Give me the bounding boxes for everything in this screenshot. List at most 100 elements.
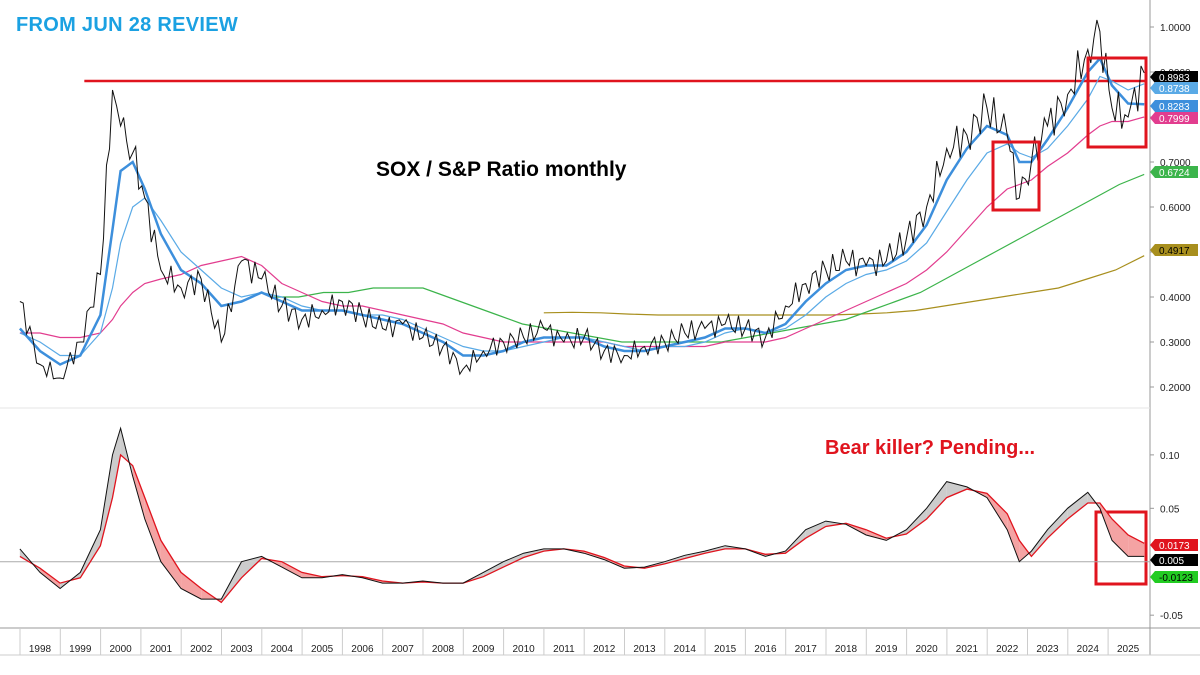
osc-y-tick-label: 0.10 (1160, 451, 1180, 462)
x-tick-label: 2003 (230, 644, 253, 655)
osc-fill-segment (144, 497, 161, 562)
osc-fill-segment (805, 521, 826, 539)
badge-value: 0.6724 (1159, 168, 1190, 179)
value-badge: 0.6724 (1150, 166, 1198, 179)
badge-value: 0.8983 (1159, 73, 1190, 84)
series-oscillator (19, 426, 1145, 600)
x-tick-label: 2010 (512, 644, 535, 655)
x-tick-label: 2009 (472, 644, 495, 655)
osc-fill-segment (261, 556, 282, 568)
osc-fill-segment (281, 561, 302, 578)
x-tick-label: 2024 (1077, 644, 1100, 655)
x-tick-label: 1999 (69, 644, 92, 655)
x-tick-label: 2012 (593, 644, 616, 655)
osc-fill-segment (100, 454, 113, 546)
highlight-box-2022 (991, 140, 1041, 212)
series-ma-olive (543, 255, 1145, 316)
series-ma-green (273, 173, 1145, 343)
osc-value-badge: -0.0123 (1150, 571, 1198, 584)
x-tick-label: 2023 (1036, 644, 1059, 655)
osc-fill-segment (906, 508, 927, 534)
value-badge: 0.8983 (1150, 71, 1198, 84)
x-tick-label: 2006 (351, 644, 374, 655)
osc-fill-segment (1019, 540, 1032, 562)
osc-fill-segment (132, 465, 145, 519)
osc-fill-segment (926, 481, 947, 519)
series-ratio (19, 19, 1145, 380)
highlight-box-2024 (1086, 56, 1148, 149)
x-tick-label: 2007 (392, 644, 415, 655)
series-ma-mid (19, 75, 1145, 357)
osc-fill-segment (181, 572, 202, 600)
x-tick-label: 2008 (432, 644, 455, 655)
x-tick-label: 2005 (311, 644, 334, 655)
y-tick-label: 0.3000 (1160, 338, 1191, 349)
x-tick-label: 2019 (875, 644, 898, 655)
x-tick-label: 2020 (915, 644, 938, 655)
y-tick-label: 0.6000 (1160, 203, 1191, 214)
chart-title: SOX / S&P Ratio monthly (376, 158, 627, 181)
lower-panel (0, 426, 1150, 604)
osc-fill-segment (40, 568, 61, 589)
osc-fill-segment (80, 529, 101, 578)
osc-y-tick-label: 0.05 (1160, 504, 1180, 515)
osc-value-badge: 0.005 (1150, 554, 1198, 567)
y-tick-label: 1.0000 (1160, 23, 1191, 34)
osc-fill-segment (503, 553, 524, 568)
badge-shape (1150, 112, 1198, 124)
x-tick-label: 2004 (271, 644, 294, 655)
osc-fill-segment (704, 545, 726, 554)
badge-shape (1150, 539, 1198, 551)
osc-fill-segment (664, 555, 685, 564)
badge-shape (1150, 554, 1198, 566)
badge-value: 0.005 (1159, 556, 1184, 567)
series-signal (19, 453, 1145, 604)
osc-y-tick-label: -0.05 (1160, 611, 1183, 622)
badge-value: 0.4917 (1159, 246, 1190, 257)
x-tick-label: 2016 (754, 644, 777, 655)
value-badge: 0.4917 (1150, 244, 1198, 257)
x-tick-label: 2021 (956, 644, 979, 655)
badge-shape (1150, 82, 1198, 94)
x-tick-label: 2014 (674, 644, 697, 655)
y-tick-label: 0.4000 (1160, 293, 1191, 304)
osc-fill-segment (1067, 492, 1088, 519)
osc-fill-segment (483, 561, 504, 577)
osc-fill-segment (1111, 519, 1129, 557)
osc-value-badge: 0.0173 (1150, 539, 1198, 552)
badge-shape (1150, 571, 1198, 583)
x-tick-label: 2018 (835, 644, 858, 655)
x-tick-label: 2015 (714, 644, 737, 655)
x-tick-label: 2011 (553, 644, 575, 655)
x-tick-label: 2025 (1117, 644, 1140, 655)
grid-layer (0, 0, 1200, 656)
x-tick-label: 2022 (996, 644, 1019, 655)
badge-shape (1150, 71, 1198, 83)
y-tick-label: 0.2000 (1160, 383, 1191, 394)
osc-fill-segment (987, 493, 1008, 530)
x-tick-label: 2001 (150, 644, 173, 655)
x-tick-label: 2013 (633, 644, 656, 655)
series-ma-fast (18, 56, 1145, 366)
header-review-label: FROM JUN 28 REVIEW (16, 14, 239, 36)
badge-value: 0.8283 (1159, 102, 1190, 113)
osc-fill-segment (112, 428, 121, 498)
series-ma-pink (19, 116, 1145, 348)
badge-value: 0.0173 (1159, 541, 1190, 552)
highlight-box-osc (1094, 510, 1148, 586)
x-tick-label: 1998 (29, 644, 52, 655)
value-badge: 0.7999 (1150, 112, 1198, 125)
osc-fill-segment (1031, 529, 1048, 557)
y-tick-label: 0.7000 (1160, 158, 1191, 169)
osc-fill-segment (1128, 535, 1145, 557)
badge-shape (1150, 166, 1198, 178)
x-tick-label: 2000 (109, 644, 132, 655)
x-tick-label: 2002 (190, 644, 213, 655)
annotation-bear-killer: Bear killer? Pending... (825, 437, 1036, 459)
badge-value: -0.0123 (1159, 573, 1193, 584)
osc-fill-segment (160, 540, 182, 589)
value-badge: 0.8738 (1150, 82, 1198, 95)
badge-value: 0.8738 (1159, 84, 1190, 95)
osc-fill-segment (1047, 508, 1068, 539)
